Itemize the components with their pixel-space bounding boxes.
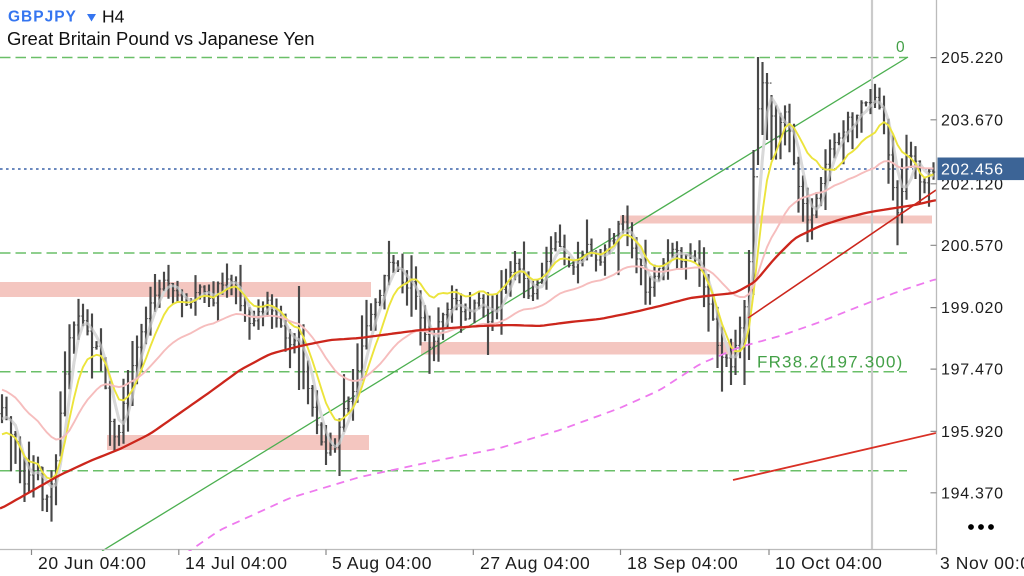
svg-text:195.920: 195.920 [941, 424, 1004, 441]
svg-text:14 Jul 04:00: 14 Jul 04:00 [185, 553, 288, 573]
svg-text:202.120: 202.120 [941, 176, 1004, 193]
svg-text:10 Oct 04:00: 10 Oct 04:00 [775, 553, 882, 573]
svg-text:203.670: 203.670 [941, 112, 1004, 129]
svg-text:3 Nov 00:00: 3 Nov 00:00 [940, 553, 1024, 573]
svg-text:202.456: 202.456 [941, 162, 1004, 179]
svg-text:H4: H4 [102, 7, 125, 27]
svg-text:20 Jun 04:00: 20 Jun 04:00 [38, 553, 146, 573]
svg-text:199.020: 199.020 [941, 300, 1004, 317]
svg-text:FR38.2(197.300): FR38.2(197.300) [757, 353, 904, 372]
svg-text:0: 0 [896, 39, 905, 56]
svg-text:200.570: 200.570 [941, 238, 1004, 255]
svg-text:GBPJPY: GBPJPY [8, 9, 77, 26]
svg-text:Great Britain Pound vs Japanes: Great Britain Pound vs Japanese Yen [7, 28, 315, 49]
svg-text:194.370: 194.370 [941, 485, 1004, 502]
svg-text:205.220: 205.220 [941, 50, 1004, 67]
svg-text:5 Aug 04:00: 5 Aug 04:00 [332, 553, 432, 573]
svg-text:27 Aug 04:00: 27 Aug 04:00 [480, 553, 590, 573]
svg-text:197.470: 197.470 [941, 362, 1004, 379]
svg-text:18 Sep 04:00: 18 Sep 04:00 [627, 553, 738, 573]
